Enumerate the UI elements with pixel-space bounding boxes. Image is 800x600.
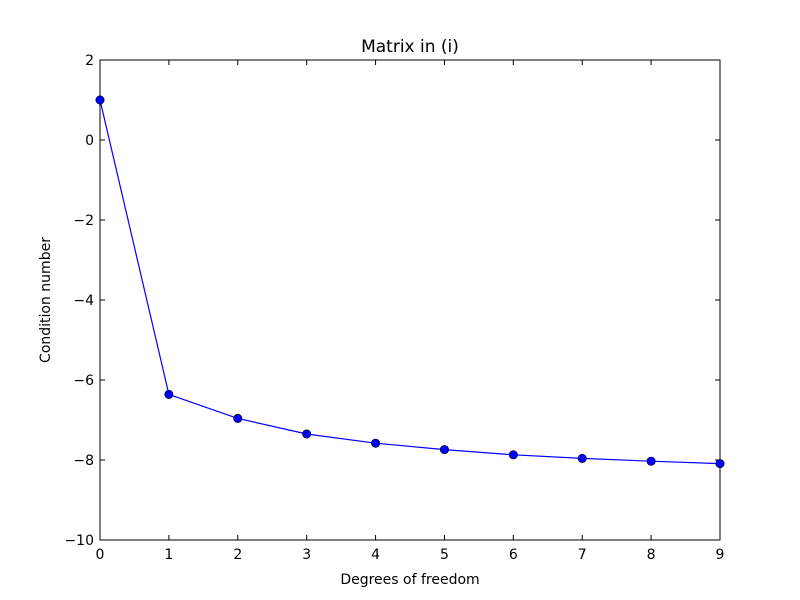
data-point [164,389,174,399]
chart-title: Matrix in (i) [361,37,459,57]
data-point [715,459,725,469]
x-tick-label: 5 [440,547,449,563]
data-point [233,413,243,423]
y-axis-title: Condition number [38,237,54,363]
y-tick-label: −4 [73,293,94,309]
plot-frame [99,59,721,541]
y-tick-label: −6 [73,373,94,389]
y-axis: 2 0 −2 −4 −6 −8 −10 [64,53,720,549]
series-layer [95,95,725,469]
y-tick-label: −2 [73,213,94,229]
x-axis-title: Degrees of freedom [340,572,479,588]
y-tick-label: 2 [85,53,94,69]
data-point [577,453,587,463]
data-point [439,445,449,455]
x-tick-label: 2 [233,547,242,563]
y-tick-label: 0 [85,133,94,149]
x-tick-label: 9 [716,547,725,563]
x-tick-label: 0 [96,547,105,563]
x-tick-label: 7 [578,547,587,563]
x-axis: 0 1 2 3 4 5 6 7 8 9 [96,60,725,563]
data-point [371,438,381,448]
data-point [302,429,312,439]
x-tick-label: 1 [164,547,173,563]
y-tick-label: −10 [64,533,94,549]
data-point [508,450,518,460]
x-tick-label: 8 [647,547,656,563]
y-tick-label: −8 [73,453,94,469]
x-tick-label: 6 [509,547,518,563]
data-point [95,95,105,105]
series-line [99,99,721,465]
data-point [646,456,656,466]
x-tick-label: 3 [302,547,311,563]
x-tick-label: 4 [371,547,380,563]
